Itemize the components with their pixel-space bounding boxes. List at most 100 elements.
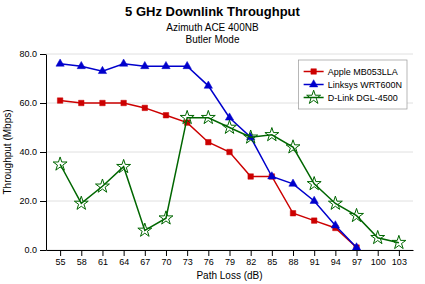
- point: [350, 208, 364, 221]
- y-axis: 0.020.040.060.080.0: [19, 49, 46, 255]
- point: [121, 100, 126, 105]
- point: [331, 221, 339, 228]
- tick-mark: [40, 250, 46, 251]
- tick-label: 100: [371, 257, 386, 267]
- point: [56, 59, 64, 66]
- legend-box: [299, 60, 407, 109]
- tick-mark: [272, 250, 273, 256]
- grid-line: [46, 201, 413, 202]
- grid: [46, 54, 413, 250]
- tick-mark: [40, 152, 46, 153]
- tick-label: 76: [204, 257, 214, 267]
- tick: 40.0: [19, 147, 46, 157]
- tick-mark: [399, 250, 400, 256]
- point: [248, 174, 253, 179]
- tick: 103: [392, 250, 407, 267]
- axis-line: [46, 55, 47, 251]
- tick-label: 80.0: [19, 49, 37, 59]
- series-line: [60, 118, 399, 243]
- point: [223, 120, 237, 133]
- point: [268, 172, 276, 179]
- legend-label: Linksys WRT600N: [328, 80, 402, 90]
- tick-mark: [314, 250, 315, 256]
- tick-label: 58: [77, 257, 87, 267]
- point: [98, 66, 106, 73]
- tick-label: 67: [140, 257, 150, 267]
- legend-label: D-Link DGL-4500: [328, 93, 398, 103]
- point: [79, 100, 84, 105]
- legend-label: Apple MB053LLA: [328, 67, 398, 77]
- point: [162, 61, 170, 68]
- tick: 61: [98, 250, 108, 267]
- tick: 94: [331, 250, 341, 267]
- tick-label: 73: [183, 257, 193, 267]
- point: [183, 61, 191, 68]
- tick: 20.0: [19, 196, 46, 206]
- tick-label: 79: [225, 257, 235, 267]
- tick-label: 103: [392, 257, 407, 267]
- tick: 55: [56, 250, 66, 267]
- tick-mark: [124, 250, 125, 256]
- tick-label: 94: [331, 257, 341, 267]
- legend: Apple MB053LLA Linksys WRT600N D-Link DGL-…: [299, 60, 407, 109]
- tick: 67: [140, 250, 150, 267]
- point: [163, 113, 168, 118]
- point: [77, 61, 85, 68]
- point: [100, 100, 105, 105]
- x-axis: 55 58 61 64 67 70 73 76 79 82 85 88 91 94 97 100 103: [47, 250, 414, 267]
- point: [138, 223, 152, 236]
- point: [159, 211, 173, 224]
- point: [227, 149, 232, 154]
- tick-label: 60.0: [19, 98, 37, 108]
- tick-label: 97: [352, 257, 362, 267]
- tick: 82: [246, 250, 256, 267]
- point: [204, 81, 212, 88]
- tick: 64: [119, 250, 129, 267]
- point: [244, 130, 258, 143]
- tick: 100: [371, 250, 386, 267]
- tick: 80.0: [19, 49, 46, 59]
- legend-marker: [309, 80, 317, 87]
- y-axis-title: Throughput (Mbps): [2, 109, 13, 194]
- tick-label: 91: [310, 257, 320, 267]
- tick-mark: [166, 250, 167, 256]
- point: [206, 139, 211, 144]
- tick: 70: [161, 250, 171, 267]
- point: [180, 110, 194, 123]
- tick-label: 64: [119, 257, 129, 267]
- tick: 73: [183, 250, 193, 267]
- point: [141, 61, 149, 68]
- tick-mark: [208, 250, 209, 256]
- point: [310, 196, 318, 203]
- series-line: [60, 101, 356, 248]
- tick-mark: [251, 250, 252, 256]
- tick-mark: [293, 250, 294, 256]
- tick: 76: [204, 250, 214, 267]
- point: [142, 105, 147, 110]
- plot: 5558616467707376798285889194971001030.02…: [19, 49, 413, 267]
- point: [307, 177, 321, 190]
- tick-mark: [40, 54, 46, 55]
- point: [265, 128, 279, 141]
- marks: [53, 59, 406, 250]
- tick-label: 61: [98, 257, 108, 267]
- tick-label: 85: [267, 257, 277, 267]
- tick-label: 88: [289, 257, 299, 267]
- legend-marker: [311, 69, 316, 74]
- point: [96, 179, 110, 192]
- point: [57, 98, 62, 103]
- tick-label: 82: [246, 257, 256, 267]
- tick-mark: [145, 250, 146, 256]
- tick-label: 40.0: [19, 147, 37, 157]
- tick-mark: [60, 250, 61, 256]
- tick-mark: [230, 250, 231, 256]
- point: [286, 140, 300, 153]
- point: [74, 196, 88, 209]
- tick-label: 70: [161, 257, 171, 267]
- tick: 58: [77, 250, 87, 267]
- legend-marker: [307, 90, 321, 103]
- point: [328, 196, 342, 209]
- tick: 60.0: [19, 98, 46, 108]
- tick-mark: [40, 103, 46, 104]
- point: [290, 211, 295, 216]
